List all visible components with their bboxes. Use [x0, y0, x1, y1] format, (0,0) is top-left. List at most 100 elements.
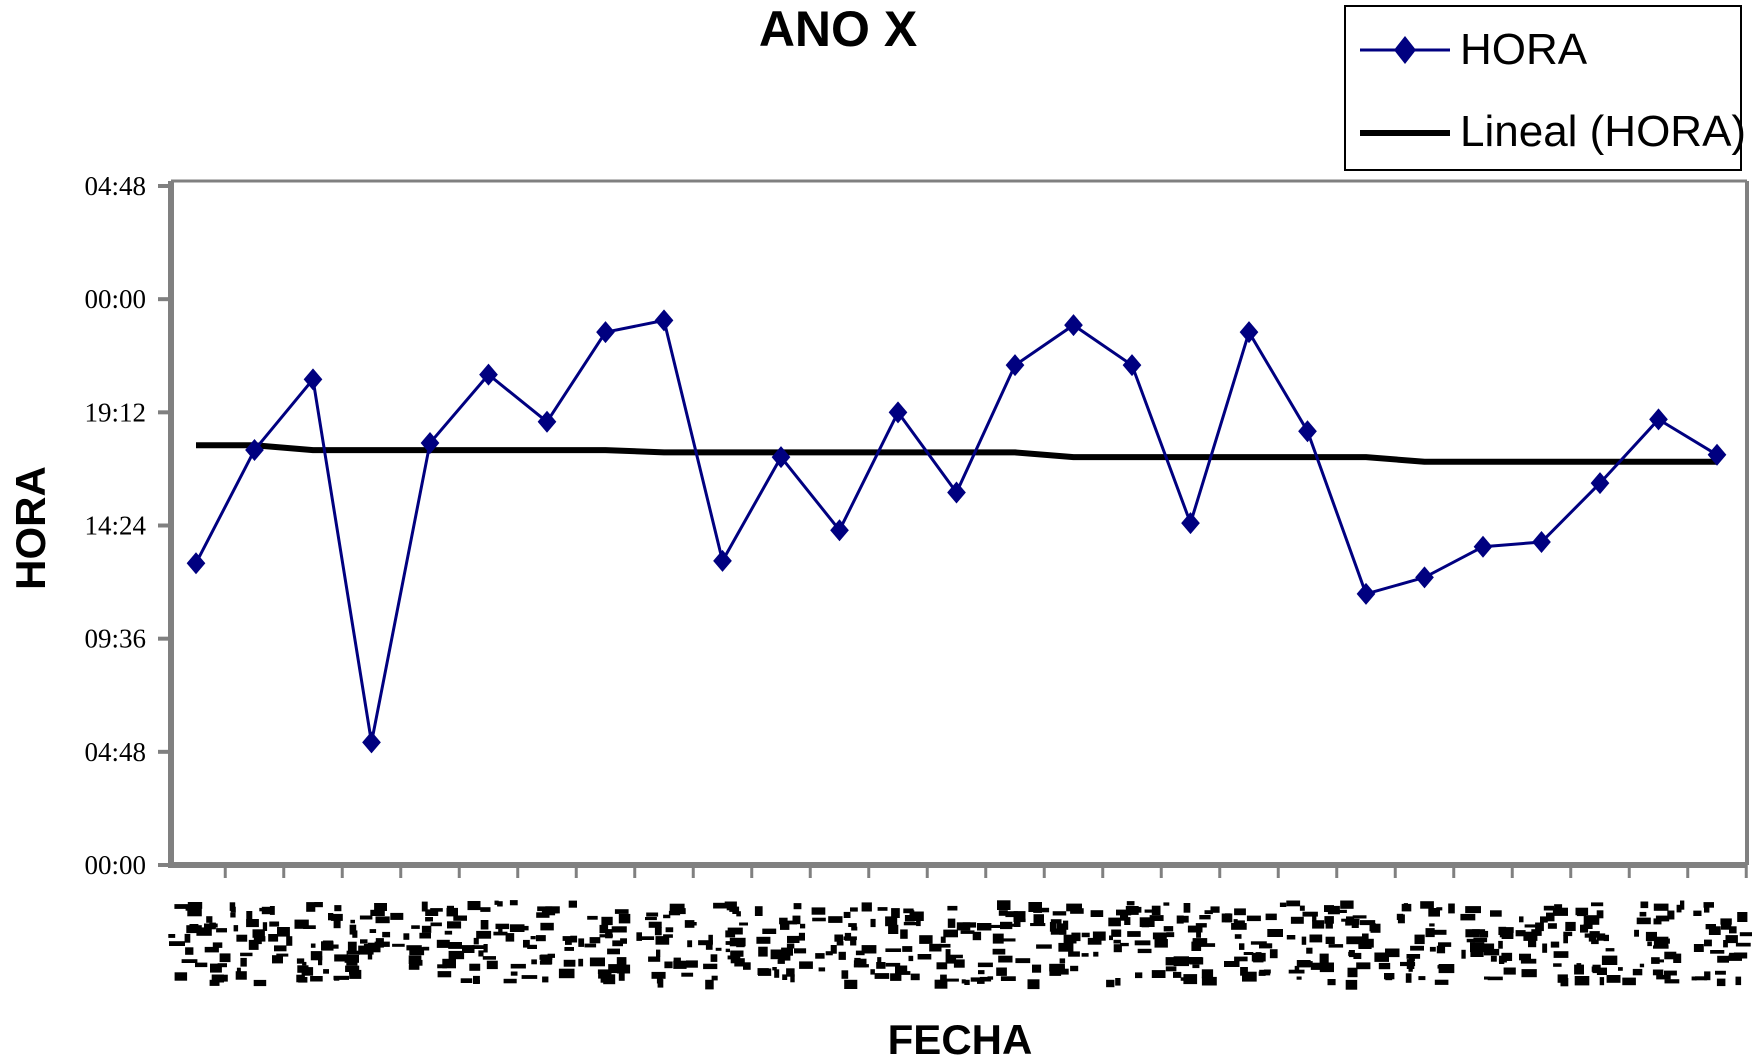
x-label-glyph-fragment: [781, 947, 793, 956]
x-label-glyph-fragment: [1028, 902, 1042, 912]
x-label-glyph-fragment: [1090, 910, 1104, 917]
x-label-glyph-fragment: [786, 943, 795, 949]
x-label-glyph-fragment: [510, 963, 526, 969]
x-label-glyph-fragment: [698, 940, 713, 946]
x-tick-label-illegible: [1632, 900, 1685, 984]
x-label-glyph-fragment: [310, 976, 323, 982]
x-label-glyph-fragment: [187, 908, 202, 917]
x-label-glyph-fragment: [408, 959, 423, 966]
x-label-glyph-fragment: [977, 923, 992, 931]
x-label-glyph-fragment: [654, 926, 662, 936]
x-label-glyph-fragment: [794, 948, 807, 954]
x-label-glyph-fragment: [476, 930, 492, 939]
x-label-glyph-fragment: [997, 900, 1011, 910]
x-label-glyph-fragment: [448, 950, 465, 960]
x-label-glyph-fragment: [1120, 942, 1129, 947]
x-label-glyph-fragment: [1020, 918, 1026, 923]
x-label-glyph-fragment: [1591, 939, 1599, 945]
x-label-glyph-fragment: [1429, 946, 1436, 952]
x-label-glyph-fragment: [310, 943, 316, 948]
x-label-glyph-fragment: [1498, 940, 1503, 949]
x-label-glyph-fragment: [1346, 936, 1363, 945]
x-label-glyph-fragment: [1429, 923, 1435, 927]
x-label-glyph-fragment: [1676, 904, 1682, 913]
x-label-glyph-fragment: [940, 974, 947, 983]
x-label-glyph-fragment: [656, 949, 661, 957]
x-label-glyph-fragment: [1137, 948, 1152, 954]
x-label-glyph-fragment: [1030, 923, 1046, 927]
x-label-glyph-fragment: [230, 912, 236, 918]
data-point-marker: [1181, 512, 1200, 535]
x-label-glyph-fragment: [1195, 923, 1207, 928]
x-label-glyph-fragment: [645, 917, 657, 921]
x-label-glyph-fragment: [891, 908, 900, 918]
x-label-glyph-fragment: [1550, 941, 1560, 948]
x-label-glyph-fragment: [333, 975, 349, 980]
x-label-glyph-fragment: [1109, 935, 1113, 941]
x-label-glyph-fragment: [607, 933, 613, 938]
x-label-glyph-fragment: [1163, 902, 1170, 906]
x-label-glyph-fragment: [229, 902, 236, 911]
x-label-glyph-fragment: [262, 922, 268, 931]
x-label-glyph-fragment: [1071, 932, 1081, 942]
x-label-glyph-fragment: [1144, 909, 1161, 913]
x-label-glyph-fragment: [562, 936, 572, 941]
x-label-glyph-fragment: [1725, 935, 1738, 944]
x-label-glyph-fragment: [1013, 921, 1021, 927]
x-label-glyph-fragment: [1068, 951, 1080, 957]
x-label-glyph-fragment: [1152, 932, 1167, 940]
x-label-glyph-fragment: [727, 927, 743, 935]
x-label-glyph-fragment: [369, 929, 377, 933]
x-label-glyph-fragment: [168, 934, 176, 938]
x-label-glyph-fragment: [1196, 928, 1201, 938]
x-label-glyph-fragment: [890, 973, 902, 981]
x-label-glyph-fragment: [1574, 976, 1590, 986]
x-label-glyph-fragment: [467, 901, 481, 911]
x-label-glyph-fragment: [848, 923, 857, 927]
x-label-glyph-fragment: [934, 979, 948, 989]
x-label-glyph-fragment: [961, 979, 966, 984]
x-label-glyph-fragment: [1592, 964, 1601, 974]
data-point-marker: [245, 439, 264, 462]
x-label-glyph-fragment: [830, 945, 837, 954]
x-label-glyph-fragment: [1154, 939, 1168, 948]
x-label-glyph-fragment: [787, 935, 800, 943]
x-label-glyph-fragment: [1501, 952, 1513, 961]
x-label-glyph-fragment: [841, 970, 849, 979]
x-label-glyph-fragment: [758, 946, 768, 957]
x-label-glyph-fragment: [800, 923, 806, 929]
x-label-glyph-fragment: [1589, 931, 1600, 935]
x-label-glyph-fragment: [248, 939, 259, 950]
x-label-glyph-fragment: [408, 965, 420, 970]
x-label-glyph-fragment: [475, 979, 480, 984]
x-label-glyph-fragment: [421, 925, 432, 933]
x-label-glyph-fragment: [1737, 912, 1748, 922]
x-label-glyph-fragment: [520, 925, 529, 931]
x-label-glyph-fragment: [754, 906, 763, 916]
x-label-glyph-fragment: [1479, 930, 1489, 938]
x-label-glyph-fragment: [236, 967, 241, 974]
x-label-glyph-fragment: [1093, 951, 1099, 957]
series-polyline: [194, 318, 1718, 743]
x-label-glyph-fragment: [909, 910, 915, 918]
x-label-glyph-fragment: [350, 919, 355, 924]
x-label-glyph-fragment: [940, 936, 946, 943]
data-point-marker: [1298, 420, 1317, 443]
x-label-glyph-fragment: [174, 904, 190, 909]
x-tick-label-illegible: [1221, 908, 1283, 982]
x-label-glyph-fragment: [570, 935, 578, 943]
x-label-glyph-fragment: [1605, 948, 1615, 952]
x-label-glyph-fragment: [1183, 974, 1198, 985]
x-label-glyph-fragment: [473, 937, 479, 945]
x-label-glyph-fragment: [235, 971, 247, 980]
x-label-glyph-fragment: [1433, 929, 1447, 935]
x-label-glyph-fragment: [782, 974, 788, 980]
x-label-glyph-fragment: [206, 916, 213, 923]
x-label-glyph-fragment: [979, 976, 992, 982]
x-tick-label-illegible: [929, 905, 993, 989]
x-label-glyph-fragment: [620, 938, 627, 944]
x-label-glyph-fragment: [1369, 923, 1376, 932]
x-label-glyph-fragment: [408, 955, 422, 964]
x-label-glyph-fragment: [446, 905, 454, 912]
x-label-glyph-fragment: [1134, 940, 1151, 946]
